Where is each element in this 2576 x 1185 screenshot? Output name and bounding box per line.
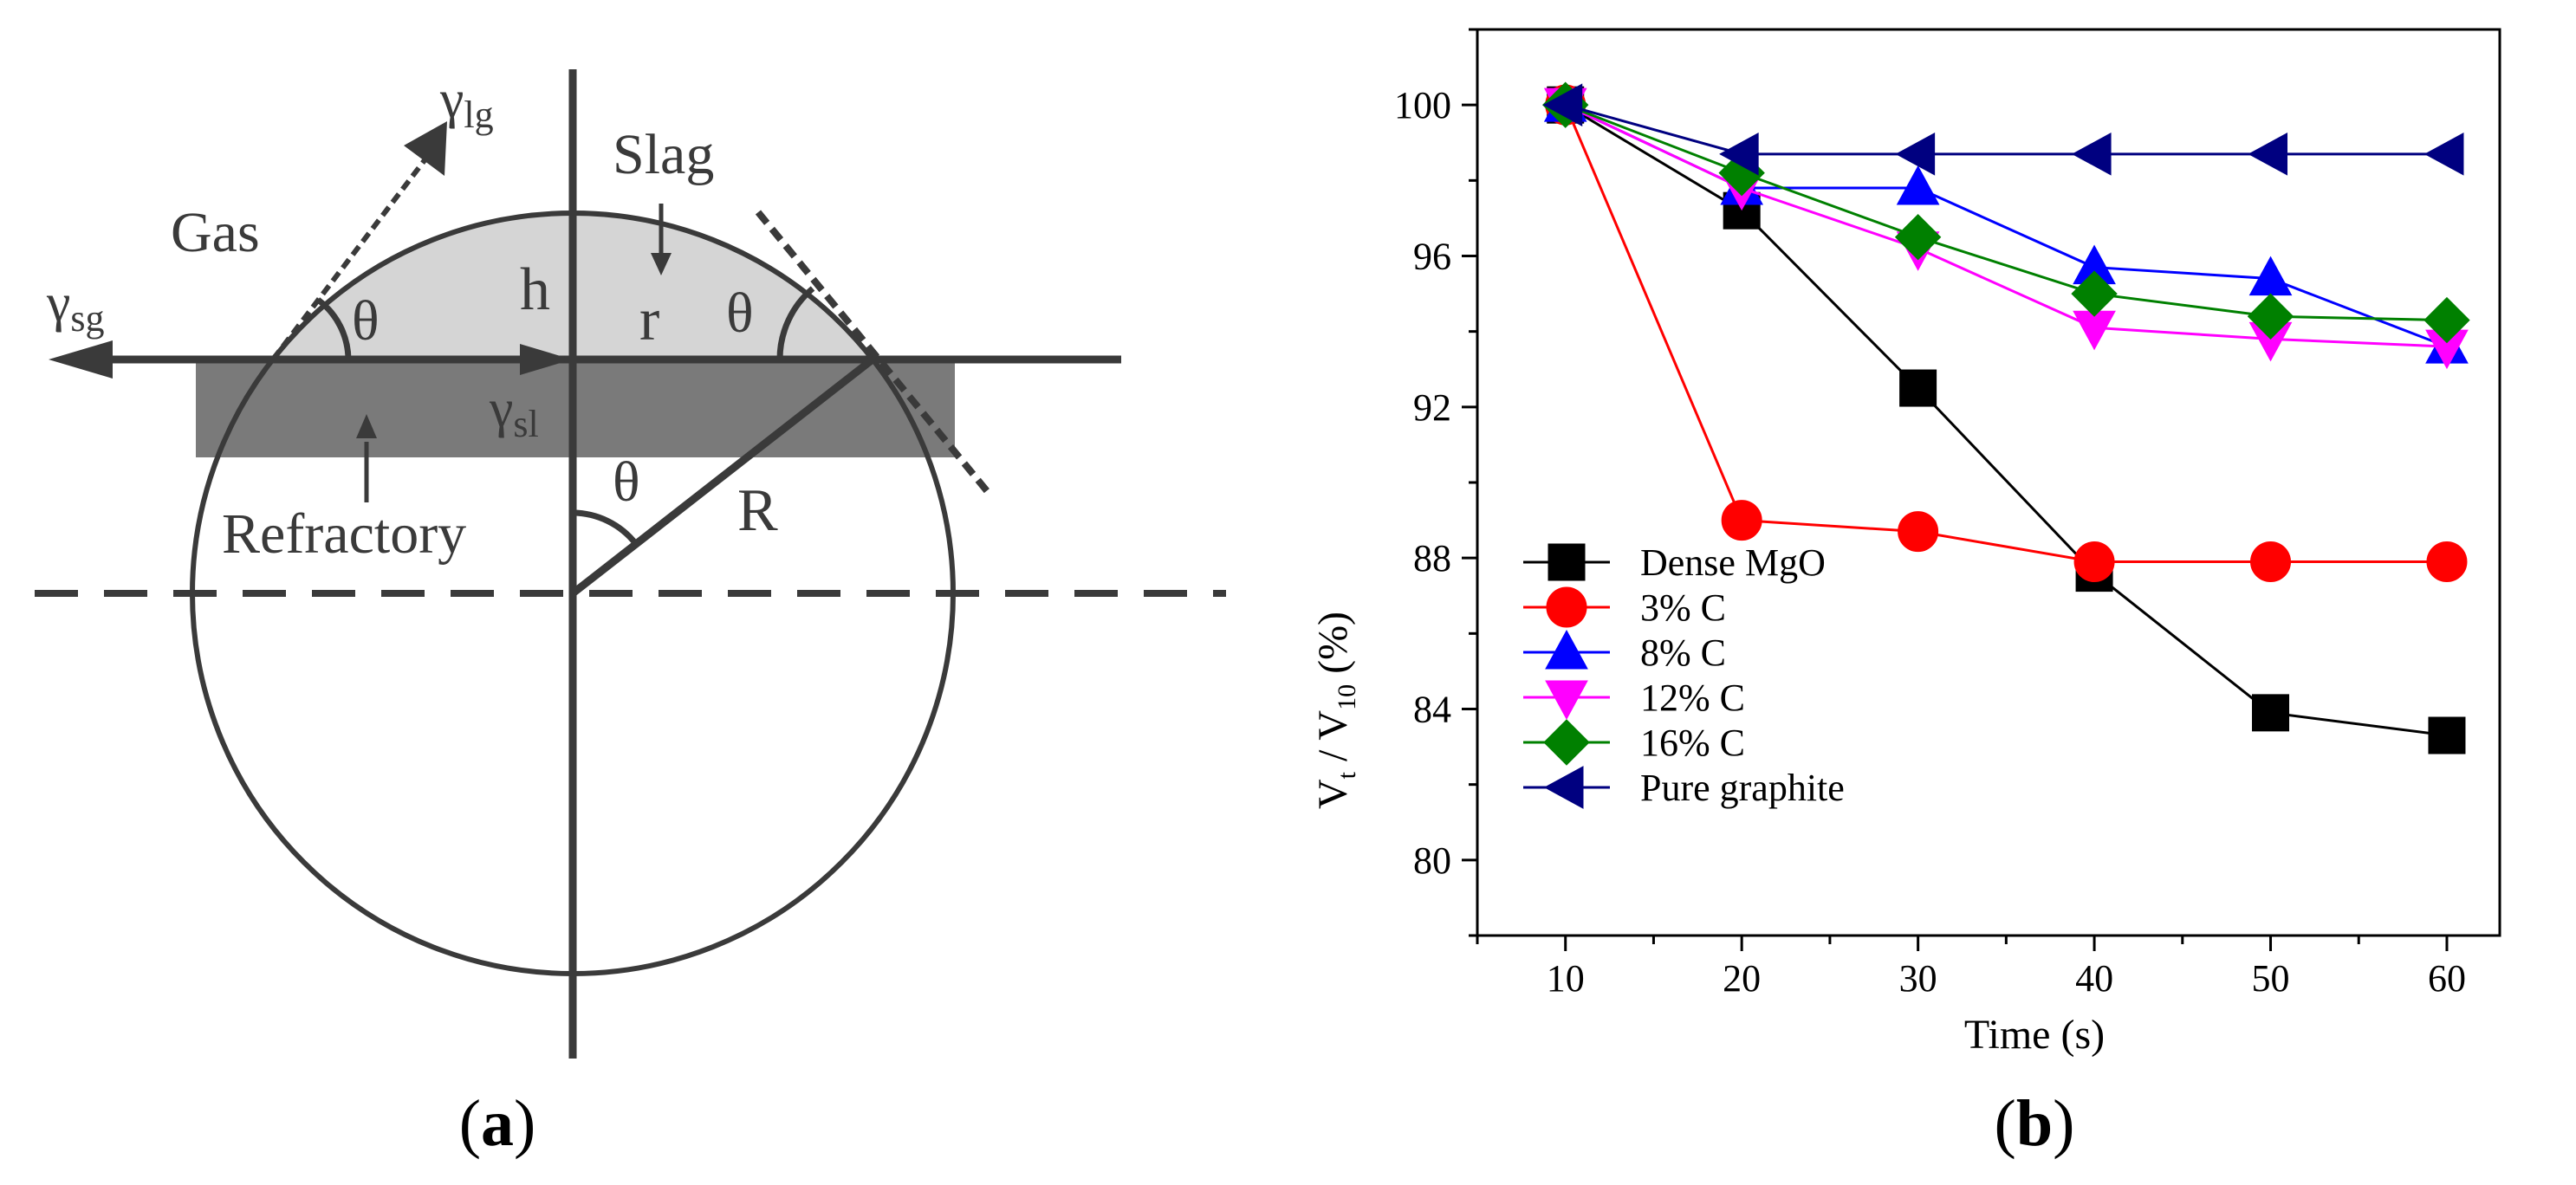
x-tick-label: 10: [1547, 957, 1585, 1000]
x-tick-label: 30: [1899, 957, 1937, 1000]
data-point: [2426, 541, 2468, 583]
data-point: [2424, 132, 2464, 176]
x-tick-label: 40: [2075, 957, 2113, 1000]
data-point: [2072, 132, 2112, 176]
data-point: [2247, 293, 2294, 340]
series-line: [1565, 103, 2448, 348]
legend-item: 12% C: [1523, 677, 1745, 721]
data-point: [2428, 716, 2466, 754]
series-line: [1564, 104, 2447, 564]
data-point: [1898, 511, 1939, 553]
data-point: [1894, 214, 1942, 261]
gamma-lg-arrow-line: [270, 159, 427, 361]
legend-label: 16% C: [1640, 722, 1745, 764]
series-line: [1564, 103, 2448, 737]
series-pure-graphite: [1542, 83, 2464, 176]
legend-item: Pure graphite: [1523, 766, 1845, 809]
panel-b-label: (b): [1995, 1087, 2075, 1160]
data-point: [1895, 132, 1936, 176]
legend-item: 3% C: [1523, 586, 1726, 629]
y-tick-label: 80: [1413, 839, 1451, 882]
panel-a-diagram: γlg γsg γsl Gas Slag h r θ θ θ R Refract…: [35, 69, 1226, 1160]
y-tick-label: 96: [1413, 236, 1451, 278]
slag-label: Slag: [613, 123, 714, 186]
data-point: [1719, 132, 1759, 176]
series-line: [1565, 103, 2447, 156]
data-point: [2073, 310, 2116, 351]
slag-pointer-arrowhead: [651, 253, 672, 275]
gamma-lg-label: γlg: [439, 70, 494, 136]
y-tick-label: 84: [1413, 689, 1451, 731]
x-tick-label: 60: [2428, 957, 2466, 1000]
gamma-sg-arrowhead: [49, 340, 113, 379]
legend-label: Pure graphite: [1640, 767, 1845, 809]
legend-item: Dense MgO: [1523, 541, 1826, 584]
x-axis: 10 20 30 40 50 60: [1476, 936, 2466, 1000]
data-point: [1721, 500, 1762, 541]
legend-item: 16% C: [1523, 719, 1745, 766]
series-16-c: [1542, 81, 2470, 344]
legend-marker: [1545, 629, 1588, 670]
x-tick-label: 20: [1723, 957, 1761, 1000]
series-layer: [1542, 81, 2470, 754]
refractory-label: Refractory: [222, 502, 466, 566]
legend-marker: [1543, 719, 1590, 766]
legend-item: 8% C: [1523, 629, 1726, 674]
y-axis-title: Vt / V10 (%): [1310, 612, 1361, 809]
data-point: [2071, 270, 2118, 317]
y-tick-label: 100: [1394, 84, 1451, 126]
legend-marker: [1543, 766, 1584, 809]
R-label: R: [737, 477, 778, 544]
panel-a-label: (a): [459, 1087, 536, 1160]
theta-arc-center: [572, 509, 639, 547]
theta-right-label: θ: [726, 282, 754, 345]
y-axis: 80 84 88 92 96 100: [1394, 28, 1477, 937]
data-point: [1896, 165, 1940, 205]
gamma-sl-arrowhead: [520, 344, 572, 375]
data-point: [2248, 132, 2288, 176]
y-tick-label: 92: [1413, 386, 1451, 429]
data-point: [1542, 83, 1583, 127]
tangent-dotted-line: [755, 210, 991, 495]
y-tick-label: 88: [1413, 537, 1451, 580]
legend-marker: [1545, 680, 1588, 721]
theta-arc-left: [315, 297, 352, 360]
x-tick-label: 50: [2252, 957, 2290, 1000]
gamma-lg-arrowhead: [404, 121, 447, 176]
series-line: [1565, 103, 2447, 322]
plot-area-border: [1476, 28, 2501, 937]
data-point: [1899, 369, 1937, 407]
data-point: [2073, 541, 2115, 583]
data-point: [2424, 296, 2470, 344]
r-label: r: [639, 287, 659, 353]
x-axis-title: Time (s): [1964, 1012, 2105, 1058]
legend-marker: [1546, 586, 1587, 628]
gamma-sg-label: γsg: [46, 274, 105, 340]
legend-label: 8% C: [1640, 631, 1726, 674]
gas-label: Gas: [171, 201, 260, 264]
plot-frame: [1476, 28, 2501, 937]
refractory-pointer-arrowhead: [356, 414, 377, 438]
h-label: h: [520, 256, 550, 323]
data-point: [2250, 541, 2292, 583]
legend-label: 3% C: [1640, 586, 1726, 629]
gamma-sl-label: γsl: [489, 379, 539, 445]
legend-marker: [1548, 543, 1586, 581]
theta-center-label: θ: [613, 450, 640, 514]
legend-label: 12% C: [1640, 677, 1745, 719]
legend-label: Dense MgO: [1640, 541, 1826, 584]
theta-left-label: θ: [352, 289, 380, 353]
data-point: [2252, 694, 2290, 732]
series-8-c: [1543, 82, 2469, 364]
theta-arc-right: [776, 286, 815, 360]
radius-line: [570, 356, 875, 597]
data-point: [2248, 256, 2293, 296]
